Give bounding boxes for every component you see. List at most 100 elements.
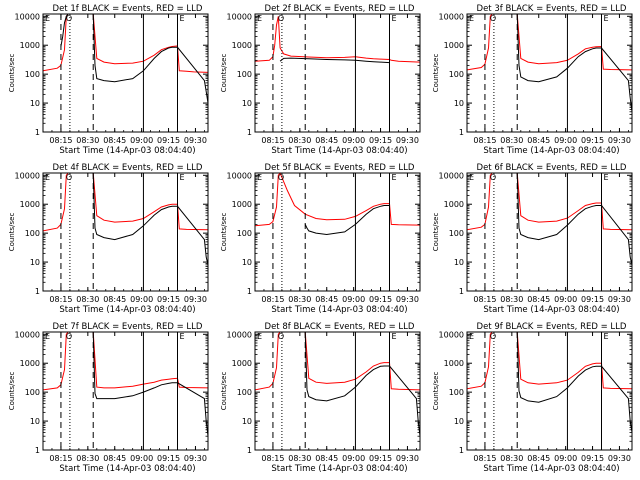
series-line-2 bbox=[92, 332, 208, 437]
x-tick-label: 09:00 bbox=[342, 454, 365, 463]
plot-frame bbox=[466, 172, 633, 292]
x-tick-label: 08:30 bbox=[76, 295, 99, 304]
x-tick-label: 08:30 bbox=[288, 454, 311, 463]
x-axis-label: Start Time (14-Apr-03 08:04:40) bbox=[271, 146, 407, 156]
chart-panel-3: O E E 1 10 100 1000 10000 08:15 08:30 08:45 09:00 09… bbox=[432, 4, 633, 156]
series-line-2 bbox=[516, 173, 632, 266]
y-tick-label: 10000 bbox=[439, 330, 464, 339]
x-tick-label: 08:45 bbox=[527, 136, 550, 145]
y-tick-label: 10000 bbox=[227, 171, 252, 180]
y-tick-label: 1000 bbox=[232, 359, 252, 368]
series-line-1 bbox=[43, 173, 208, 232]
y-tick-label: 100 bbox=[449, 70, 464, 79]
y-tick-label: 10000 bbox=[15, 330, 40, 339]
x-tick-label: 09:30 bbox=[396, 136, 419, 145]
y-tick-label: 10 bbox=[242, 258, 252, 267]
x-tick-label: 09:15 bbox=[369, 454, 392, 463]
marker-label-e: E bbox=[180, 173, 185, 182]
x-axis-label: Start Time (14-Apr-03 08:04:40) bbox=[271, 305, 407, 315]
y-tick-label: 1000 bbox=[232, 41, 252, 50]
x-tick-label: 09:15 bbox=[157, 295, 180, 304]
x-tick-label: 08:30 bbox=[288, 136, 311, 145]
series-line-2 bbox=[304, 205, 390, 236]
x-tick-label: 08:45 bbox=[315, 136, 338, 145]
chart-panel-5: O E E 1 10 100 1000 10000 08:15 08:30 08:45 09:00 09… bbox=[220, 163, 421, 315]
y-tick-label: 100 bbox=[449, 229, 464, 238]
y-tick-label: 100 bbox=[25, 229, 40, 238]
marker-label-o: O bbox=[278, 173, 284, 182]
x-tick-label: 08:45 bbox=[527, 295, 550, 304]
marker-label-o: O bbox=[490, 332, 496, 341]
y-tick-label: 10000 bbox=[439, 171, 464, 180]
x-axis-label: Start Time (14-Apr-03 08:04:40) bbox=[59, 305, 195, 315]
marker-label-e: E bbox=[180, 332, 185, 341]
y-tick-label: 10 bbox=[30, 417, 40, 426]
plot-frame bbox=[254, 13, 421, 133]
x-tick-label: 08:15 bbox=[49, 454, 72, 463]
x-tick-label: 09:30 bbox=[608, 454, 631, 463]
x-tick-label: 09:30 bbox=[396, 454, 419, 463]
y-tick-label: 1000 bbox=[444, 41, 464, 50]
marker-label-e: E bbox=[392, 173, 397, 182]
x-tick-label: 09:30 bbox=[396, 295, 419, 304]
x-tick-label: 09:15 bbox=[581, 454, 604, 463]
x-tick-label: 09:15 bbox=[157, 136, 180, 145]
x-tick-label: 08:45 bbox=[527, 454, 550, 463]
y-tick-label: 10 bbox=[30, 99, 40, 108]
y-tick-label: 100 bbox=[449, 388, 464, 397]
x-tick-label: 09:00 bbox=[342, 136, 365, 145]
x-tick-label: 08:15 bbox=[261, 454, 284, 463]
plot-frame bbox=[254, 172, 421, 292]
plot-frame bbox=[466, 331, 633, 451]
x-axis-label: Start Time (14-Apr-03 08:04:40) bbox=[483, 146, 619, 156]
y-tick-label: 100 bbox=[237, 70, 252, 79]
x-axis-label: Start Time (14-Apr-03 08:04:40) bbox=[59, 464, 195, 474]
marker-label-e: E bbox=[392, 332, 397, 341]
x-tick-label: 09:30 bbox=[184, 136, 207, 145]
y-axis-label: Counts/sec bbox=[432, 213, 440, 252]
y-tick-label: 100 bbox=[237, 229, 252, 238]
chart-title: Det 5f BLACK = Events, RED = LLD bbox=[265, 163, 415, 173]
series-line-1 bbox=[43, 332, 208, 391]
x-tick-label: 08:15 bbox=[261, 136, 284, 145]
x-axis-label: Start Time (14-Apr-03 08:04:40) bbox=[483, 305, 619, 315]
y-tick-label: 10 bbox=[242, 99, 252, 108]
marker-label-e: E bbox=[45, 173, 50, 182]
x-tick-label: 09:00 bbox=[554, 295, 577, 304]
y-tick-label: 1000 bbox=[20, 41, 40, 50]
y-tick-label: 1 bbox=[35, 128, 40, 137]
y-axis-label: Counts/sec bbox=[8, 54, 16, 93]
marker-label-e: E bbox=[469, 332, 474, 341]
marker-label-e: E bbox=[604, 332, 609, 341]
chart-panel-1: O E E 1 10 100 1000 10000 08:15 08:30 08:45 09:00 09… bbox=[8, 4, 209, 156]
marker-label-o: O bbox=[278, 332, 284, 341]
x-tick-label: 08:15 bbox=[49, 295, 72, 304]
y-tick-label: 1 bbox=[459, 446, 464, 455]
y-tick-label: 10000 bbox=[15, 171, 40, 180]
marker-label-e: E bbox=[180, 14, 185, 23]
chart-title: Det 2f BLACK = Events, RED = LLD bbox=[265, 4, 415, 14]
x-tick-label: 08:30 bbox=[288, 295, 311, 304]
marker-label-e: E bbox=[469, 14, 474, 23]
y-tick-label: 100 bbox=[25, 70, 40, 79]
plot-frame bbox=[42, 13, 209, 133]
marker-label-o: O bbox=[66, 14, 72, 23]
marker-label-e: E bbox=[604, 14, 609, 23]
series-line-1 bbox=[467, 173, 632, 231]
x-tick-label: 08:30 bbox=[500, 295, 523, 304]
y-tick-label: 1000 bbox=[444, 200, 464, 209]
marker-label-o: O bbox=[490, 173, 496, 182]
y-tick-label: 1 bbox=[459, 287, 464, 296]
x-tick-label: 08:15 bbox=[473, 136, 496, 145]
chart-title: Det 7f BLACK = Events, RED = LLD bbox=[53, 322, 203, 332]
marker-label-o: O bbox=[490, 14, 496, 23]
chart-title: Det 8f BLACK = Events, RED = LLD bbox=[265, 322, 415, 332]
marker-label-e: E bbox=[257, 173, 262, 182]
x-tick-label: 08:45 bbox=[103, 295, 126, 304]
x-tick-label: 09:30 bbox=[608, 295, 631, 304]
x-tick-label: 08:15 bbox=[261, 295, 284, 304]
chart-panel-7: O E E 1 10 100 1000 10000 08:15 08:30 08:45 09:00 09… bbox=[8, 322, 209, 474]
chart-title: Det 6f BLACK = Events, RED = LLD bbox=[477, 163, 627, 173]
x-tick-label: 08:15 bbox=[473, 454, 496, 463]
x-tick-label: 09:00 bbox=[554, 136, 577, 145]
